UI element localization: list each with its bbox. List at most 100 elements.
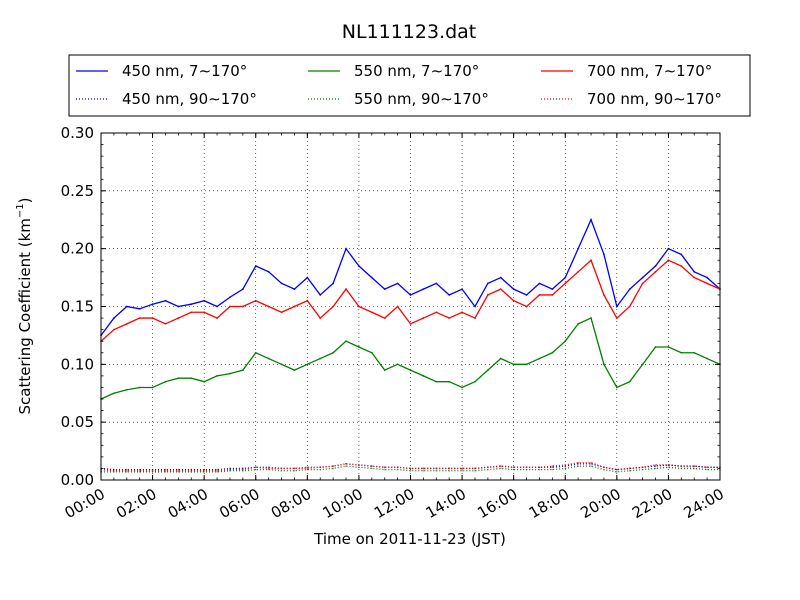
data-point	[203, 311, 206, 314]
data-point	[190, 303, 193, 306]
y-tick-label: 0.30	[61, 124, 94, 142]
data-point	[564, 282, 567, 285]
series-4	[100, 465, 721, 473]
data-point	[306, 276, 309, 279]
data-point	[177, 469, 180, 472]
data-point	[422, 467, 425, 470]
y-tick-label: 0.25	[61, 182, 94, 200]
data-point	[112, 317, 115, 319]
data-point	[435, 469, 438, 472]
data-point	[319, 466, 322, 469]
data-point	[628, 467, 631, 470]
data-point	[474, 469, 476, 472]
legend-box	[68, 54, 751, 117]
data-point	[241, 288, 244, 291]
data-point	[654, 467, 657, 470]
data-point	[706, 468, 709, 471]
data-point	[512, 466, 515, 469]
data-point	[435, 311, 438, 314]
data-point	[112, 469, 115, 472]
data-point	[525, 294, 528, 296]
data-point	[280, 282, 283, 285]
data-point	[409, 294, 412, 296]
data-point	[615, 471, 618, 473]
data-point	[151, 317, 154, 319]
data-point	[641, 276, 644, 279]
data-point	[164, 469, 167, 472]
data-point	[706, 466, 709, 469]
data-point	[164, 380, 167, 383]
legend: 450 nm, 7∼170° 550 nm, 7∼170° 700 nm, 7∼17…	[68, 54, 751, 117]
data-point	[499, 276, 502, 279]
data-point	[383, 317, 386, 319]
data-point	[396, 282, 399, 285]
data-point	[138, 469, 141, 472]
series-5	[100, 461, 721, 472]
data-point	[138, 307, 141, 310]
data-point	[641, 363, 644, 366]
data-point	[435, 467, 438, 470]
data-point	[551, 294, 554, 296]
data-point	[641, 282, 644, 285]
data-point	[551, 468, 554, 471]
data-point	[551, 351, 554, 354]
data-point	[332, 465, 335, 468]
data-point	[499, 288, 502, 291]
data-point	[538, 468, 541, 471]
data-point	[409, 467, 412, 470]
data-point	[164, 299, 167, 302]
data-point	[577, 465, 580, 468]
data-point	[512, 363, 515, 366]
data-point	[383, 288, 386, 291]
data-point	[216, 375, 218, 377]
data-point	[590, 218, 592, 221]
data-point	[306, 467, 309, 470]
data-point	[358, 466, 360, 469]
data-point	[409, 322, 412, 325]
y-tick-label: 0.05	[61, 413, 94, 431]
data-point	[706, 357, 709, 360]
data-point	[461, 469, 463, 472]
data-point	[474, 467, 476, 470]
data-point	[512, 468, 515, 471]
data-point	[461, 386, 463, 389]
data-point	[693, 465, 696, 468]
data-point	[383, 369, 386, 372]
data-point	[422, 469, 425, 472]
data-point	[564, 340, 567, 343]
data-point	[448, 469, 451, 472]
data-point	[241, 468, 244, 471]
data-point	[499, 465, 502, 468]
data-point	[448, 467, 451, 470]
data-point	[358, 265, 360, 267]
data-point	[319, 357, 322, 360]
data-point	[358, 305, 360, 308]
data-point	[216, 305, 218, 308]
data-point	[280, 469, 283, 472]
data-point	[667, 247, 670, 250]
data-point	[680, 467, 683, 470]
data-point	[577, 322, 580, 325]
data-point	[345, 465, 347, 468]
data-point	[112, 392, 115, 395]
data-point	[383, 468, 386, 471]
data-point	[370, 465, 373, 468]
data-point	[693, 351, 696, 354]
data-point	[590, 465, 592, 468]
data-point	[229, 296, 231, 299]
y-axis-label-main: Scattering Coefficient (km	[16, 218, 34, 414]
data-point	[319, 468, 322, 471]
data-point	[435, 282, 438, 285]
data-point	[680, 253, 683, 256]
y-axis-label: Scattering Coefficient (km−1)	[15, 197, 34, 414]
data-point	[654, 270, 657, 273]
data-point	[216, 469, 218, 472]
data-point	[293, 469, 296, 472]
data-point	[680, 465, 683, 468]
data-point	[241, 305, 244, 308]
data-point	[628, 380, 631, 383]
data-point	[332, 467, 335, 470]
data-point	[486, 468, 489, 471]
